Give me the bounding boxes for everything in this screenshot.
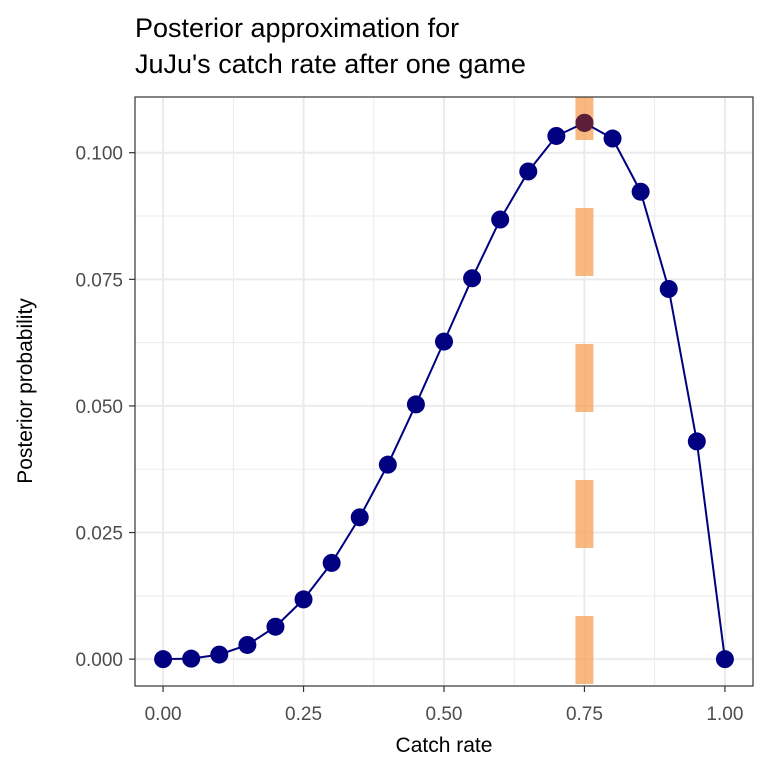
chart-title-line-2: JuJu's catch rate after one game xyxy=(135,49,526,79)
data-point xyxy=(154,650,173,669)
data-point xyxy=(463,269,482,288)
data-point xyxy=(238,635,257,654)
x-tick-label: 0.75 xyxy=(566,704,603,725)
data-point xyxy=(378,455,397,474)
data-point xyxy=(491,210,510,229)
data-point xyxy=(547,126,566,145)
chart-title-line-1: Posterior approximation for xyxy=(135,13,460,43)
data-point xyxy=(603,129,622,148)
x-tick-label: 0.25 xyxy=(285,704,322,725)
y-tick-label: 0.100 xyxy=(75,144,123,165)
data-point xyxy=(350,508,369,527)
data-point xyxy=(659,279,678,298)
data-point xyxy=(687,432,706,451)
x-axis-title: Catch rate xyxy=(396,734,493,757)
y-tick-label: 0.075 xyxy=(75,270,123,291)
x-tick-label: 1.00 xyxy=(706,704,743,725)
grid xyxy=(135,97,753,686)
data-point xyxy=(182,649,201,668)
data-point xyxy=(266,617,285,636)
data-point xyxy=(294,590,313,609)
y-tick-labels: 0.000 0.025 0.050 0.075 0.100 xyxy=(75,144,123,671)
x-tick-label: 0.50 xyxy=(426,704,463,725)
data-point xyxy=(435,332,453,351)
data-point xyxy=(519,162,538,181)
y-tick-label: 0.000 xyxy=(75,650,123,671)
data-point xyxy=(715,650,734,669)
y-tick-label: 0.050 xyxy=(75,397,123,418)
data-point xyxy=(322,553,341,572)
data-point xyxy=(631,182,650,201)
y-tick-label: 0.025 xyxy=(75,524,123,545)
data-point xyxy=(210,645,229,664)
y-axis-title: Posterior probability xyxy=(14,298,37,484)
highlight-point xyxy=(575,113,594,132)
chart-title: Posterior approximation for JuJu's catch… xyxy=(135,10,526,82)
data-point xyxy=(406,395,425,414)
x-tick-label: 0.00 xyxy=(145,704,182,725)
axis-ticks xyxy=(129,152,726,692)
x-tick-labels: 0.00 0.25 0.50 0.75 1.00 xyxy=(145,704,744,725)
